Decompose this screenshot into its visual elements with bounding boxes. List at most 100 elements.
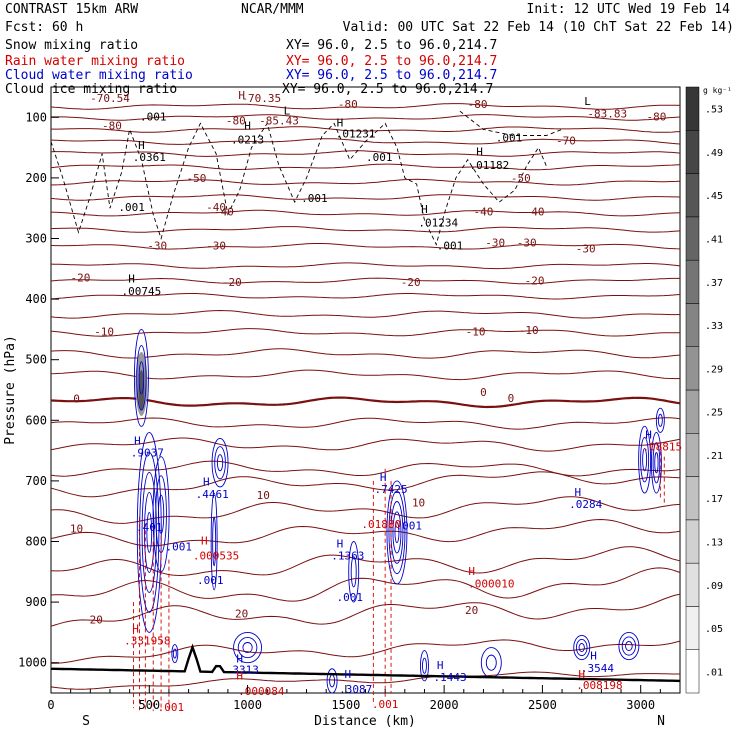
y-tick-label: 400 [25, 292, 47, 306]
contour-label: .000010 [468, 578, 514, 591]
south-end-label: S [82, 714, 90, 729]
colorbar-swatch [685, 303, 700, 347]
cloud-water-contour [136, 431, 162, 633]
cloud-water-contour [348, 541, 360, 603]
x-axis-title: Distance (km) [314, 714, 416, 729]
contour-annotations: -70.54 -70.35H-80.001 -80 -85.43L -80H.01231… [70, 89, 682, 714]
colorbar-label: .17 [705, 494, 723, 505]
y-axis-title: Pressure (hPa) [3, 335, 18, 445]
colorbar-label: .29 [705, 364, 723, 375]
contour-label: .3544 [581, 662, 614, 675]
cloud-ice-contours [50, 110, 563, 246]
x-tick-label: 1000 [233, 698, 262, 712]
colorbar-swatch [685, 606, 700, 650]
contour-label: H [132, 622, 139, 635]
contour-label: 0 [508, 392, 515, 405]
contour-label: H [437, 659, 444, 672]
y-tick-label: 1000 [18, 656, 47, 670]
forecast-hour: Fcst: 60 h [5, 20, 83, 35]
cloud-water-contour [242, 642, 253, 654]
colorbar-swatch [685, 433, 700, 477]
field-label-snow: Snow mixing ratio [5, 38, 138, 53]
contour-label: -50 [511, 172, 531, 185]
init-time: Init: 12 UTC Wed 19 Feb 14 [527, 2, 731, 17]
isotherm [50, 518, 681, 547]
contour-label: -80 [646, 110, 666, 123]
contour-label: .001 [301, 192, 328, 205]
contour-label: .0213 [231, 133, 264, 146]
contour-label: -20 [222, 276, 242, 289]
contour-label: .008198 [576, 679, 622, 692]
contour-label: 3313 [232, 664, 259, 677]
cloud-water-contour [654, 452, 659, 474]
isotherm [51, 639, 681, 664]
contour-label: .001 [166, 541, 193, 554]
colorbar-label: .05 [705, 624, 723, 635]
contour-label: H [574, 486, 581, 499]
cloud-water-contour [621, 636, 637, 656]
colorbar-swatch [685, 86, 700, 131]
isotherm [50, 671, 680, 690]
isotherm [50, 593, 681, 627]
contour-label: .01182 [469, 159, 509, 172]
contour-label: .001 [140, 110, 167, 123]
isotherm [50, 546, 681, 577]
contour-label: -20 [525, 275, 545, 288]
field-label-cloud-water: Cloud water mixing ratio [5, 68, 193, 83]
cloud-water-contour [171, 644, 179, 664]
contour-label: H [476, 145, 483, 158]
contour-label: -20 [401, 276, 421, 289]
contour-label: .000535 [193, 550, 239, 563]
contour-label: -30 [517, 236, 537, 249]
contour-label: 0 [480, 386, 487, 399]
y-tick-label: 500 [25, 353, 47, 367]
valid-time: Valid: 00 UTC Sat 22 Feb 14 (10 ChT Sat … [343, 20, 734, 35]
contour-label: .7425 [374, 483, 407, 496]
x-tick-label: 2500 [528, 698, 557, 712]
contour-label: .1443 [433, 671, 466, 684]
y-tick-label: 600 [25, 413, 47, 427]
cloud-water-contour [618, 631, 640, 661]
cloud-water-contour [640, 437, 650, 483]
contour-label: .9037 [131, 447, 164, 460]
isotherm [50, 417, 681, 430]
cloud-water-contour [578, 643, 585, 653]
contour-label: 20 [235, 607, 248, 620]
colorbar-swatch [685, 649, 700, 694]
contour-label: -30 [147, 239, 167, 252]
contour-label: -40 [214, 205, 234, 218]
isotherm [50, 567, 681, 602]
contour-label: .00745 [122, 285, 162, 298]
contour-label: -80 [468, 98, 488, 111]
contour-label: -10 [94, 325, 114, 338]
colorbar-swatch [685, 259, 700, 304]
contour-label: .001 [395, 519, 422, 532]
isotherm [50, 437, 681, 452]
contour-label: H [238, 89, 245, 102]
contour-label: H [380, 471, 387, 484]
contour-label: H [468, 565, 475, 578]
isotherm [50, 243, 681, 250]
cloud-water-contour [652, 442, 661, 484]
field-label-rain: Rain water mixing ratio [5, 54, 185, 69]
contour-label: .401 [136, 521, 163, 534]
cloud-water-contour [210, 492, 218, 591]
isotherm [50, 163, 681, 171]
y-tick-label: 300 [25, 232, 47, 246]
colorbar-swatch [685, 562, 700, 607]
axes: 0 500 1000 1500 2000 2500 30001002003004005006… [18, 110, 681, 712]
contour-label: .1363 [331, 550, 364, 563]
isotherm [50, 262, 681, 270]
contour-label: 10 [70, 522, 83, 535]
cloud-water-contour [422, 657, 427, 674]
isotherm [50, 194, 681, 201]
contour-label: H [645, 428, 652, 441]
model-title: CONTRAST 15km ARW [5, 2, 138, 17]
terrain-surface [51, 643, 681, 683]
contour-label: -40 [206, 201, 226, 214]
contour-label: .000084 [238, 685, 285, 698]
colorbar-label: .41 [705, 235, 723, 246]
cloud-water-contour [420, 650, 429, 682]
